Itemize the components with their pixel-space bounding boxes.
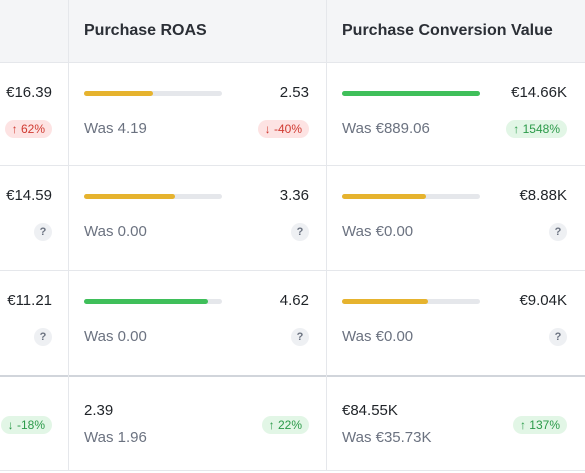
- change-badge: ↑ 62%: [4, 120, 52, 138]
- change-badge: ↑ 1548%: [506, 120, 567, 138]
- row-border: [0, 270, 585, 271]
- previous-value: Was 0.00: [84, 223, 147, 240]
- progress-track: [342, 194, 480, 199]
- progress-bar: [84, 299, 209, 304]
- change-badge[interactable]: ?: [291, 328, 309, 346]
- cell-value: €16.39: [6, 84, 52, 101]
- cell-value: 3.36: [279, 187, 309, 204]
- cell-value: €84.55K: [342, 402, 398, 419]
- previous-value: Was 1.96: [84, 429, 147, 446]
- column-header[interactable]: Purchase Conversion Value: [342, 22, 553, 39]
- cell-value: €14.59: [6, 187, 52, 204]
- change-badge: ↓ -40%: [257, 120, 309, 138]
- progress-track: [84, 91, 222, 96]
- progress-track: [84, 194, 222, 199]
- cell-value: €9.04K: [519, 292, 567, 309]
- progress-bar: [342, 299, 428, 304]
- column-header[interactable]: Purchase ROAS: [84, 22, 207, 39]
- change-badge[interactable]: ?: [34, 223, 52, 241]
- previous-value: Was €0.00: [342, 223, 414, 240]
- cell-value: €14.66K: [511, 84, 567, 101]
- row-border: [0, 470, 585, 471]
- cell-value: €8.88K: [519, 187, 567, 204]
- previous-value: Was 0.00: [84, 328, 147, 345]
- column-border: [326, 0, 327, 470]
- progress-bar: [342, 91, 480, 96]
- row-border: [0, 62, 585, 63]
- previous-value: Was 4.19: [84, 120, 147, 137]
- progress-track: [342, 299, 480, 304]
- previous-value: Was €0.00: [342, 328, 414, 345]
- progress-track: [84, 299, 222, 304]
- cell-value: 4.62: [279, 292, 309, 309]
- progress-bar: [342, 194, 427, 199]
- header-row: [0, 0, 585, 62]
- change-badge[interactable]: ?: [549, 328, 567, 346]
- cell-value: 2.39: [84, 402, 114, 419]
- column-border: [68, 0, 69, 470]
- progress-bar: [84, 91, 153, 96]
- previous-value: Was €889.06: [342, 120, 430, 137]
- progress-bar: [84, 194, 176, 199]
- change-badge: ↑ 22%: [261, 416, 309, 434]
- change-badge[interactable]: ?: [34, 328, 52, 346]
- cell-value: 2.53: [279, 84, 309, 101]
- change-badge: ↓ -18%: [0, 416, 52, 434]
- change-badge[interactable]: ?: [291, 223, 309, 241]
- cell-value: €11.21: [7, 292, 52, 309]
- row-border: [0, 165, 585, 166]
- progress-track: [342, 91, 480, 96]
- previous-value: Was €35.73K: [342, 429, 432, 446]
- change-badge[interactable]: ?: [549, 223, 567, 241]
- totals-border: [0, 375, 585, 377]
- change-badge: ↑ 137%: [512, 416, 567, 434]
